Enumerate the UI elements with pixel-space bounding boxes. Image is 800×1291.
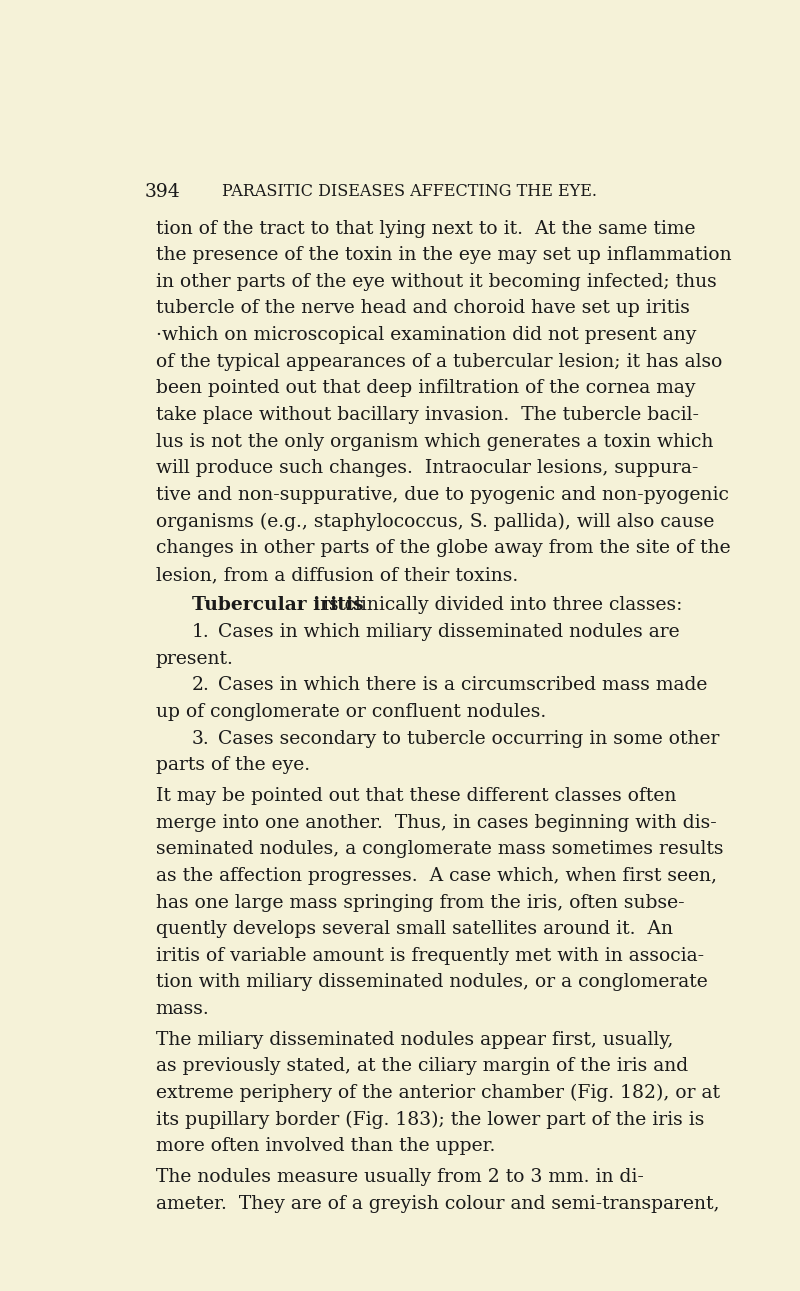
Text: 394: 394 bbox=[145, 183, 180, 201]
Text: quently develops several small satellites around it.  An: quently develops several small satellite… bbox=[156, 920, 673, 939]
Text: seminated nodules, a conglomerate mass sometimes results: seminated nodules, a conglomerate mass s… bbox=[156, 840, 723, 859]
Text: in other parts of the eye without it becoming infected; thus: in other parts of the eye without it bec… bbox=[156, 272, 717, 290]
Text: lesion, from a diffusion of their toxins.: lesion, from a diffusion of their toxins… bbox=[156, 565, 518, 584]
Text: will produce such changes.  Intraocular lesions, suppura-: will produce such changes. Intraocular l… bbox=[156, 460, 698, 478]
Text: tubercle of the nerve head and choroid have set up iritis: tubercle of the nerve head and choroid h… bbox=[156, 300, 690, 318]
Text: tive and non-suppurative, due to pyogenic and non-pyogenic: tive and non-suppurative, due to pyogeni… bbox=[156, 485, 729, 503]
Text: is clinically divided into three classes:: is clinically divided into three classes… bbox=[317, 596, 682, 615]
Text: 1.: 1. bbox=[192, 624, 210, 642]
Text: Cases in which miliary disseminated nodules are: Cases in which miliary disseminated nodu… bbox=[218, 624, 679, 642]
Text: organisms (e.g., staphylococcus, S. pallida), will also cause: organisms (e.g., staphylococcus, S. pall… bbox=[156, 513, 714, 531]
Text: PARASITIC DISEASES AFFECTING THE EYE.: PARASITIC DISEASES AFFECTING THE EYE. bbox=[222, 183, 598, 200]
Text: take place without bacillary invasion.  The tubercle bacil-: take place without bacillary invasion. T… bbox=[156, 407, 699, 423]
Text: Cases secondary to tubercle occurring in some other: Cases secondary to tubercle occurring in… bbox=[218, 729, 719, 747]
Text: The nodules measure usually from 2 to 3 mm. in di-: The nodules measure usually from 2 to 3 … bbox=[156, 1168, 644, 1186]
Text: its pupillary border (Fig. 183); the lower part of the iris is: its pupillary border (Fig. 183); the low… bbox=[156, 1110, 704, 1128]
Text: parts of the eye.: parts of the eye. bbox=[156, 757, 310, 775]
Text: been pointed out that deep infiltration of the cornea may: been pointed out that deep infiltration … bbox=[156, 380, 695, 398]
Text: 2.: 2. bbox=[192, 676, 210, 695]
Text: has one large mass springing from the iris, often subse-: has one large mass springing from the ir… bbox=[156, 893, 685, 911]
Text: the presence of the toxin in the eye may set up inflammation: the presence of the toxin in the eye may… bbox=[156, 247, 731, 265]
Text: Tubercular iritis: Tubercular iritis bbox=[192, 596, 363, 615]
Text: It may be pointed out that these different classes often: It may be pointed out that these differe… bbox=[156, 788, 676, 806]
Text: changes in other parts of the globe away from the site of the: changes in other parts of the globe away… bbox=[156, 540, 730, 558]
Text: as previously stated, at the ciliary margin of the iris and: as previously stated, at the ciliary mar… bbox=[156, 1057, 688, 1075]
Text: merge into one another.  Thus, in cases beginning with dis-: merge into one another. Thus, in cases b… bbox=[156, 813, 717, 831]
Text: iritis of variable amount is frequently met with in associa-: iritis of variable amount is frequently … bbox=[156, 946, 704, 964]
Text: The miliary disseminated nodules appear first, usually,: The miliary disseminated nodules appear … bbox=[156, 1030, 673, 1048]
Text: ameter.  They are of a greyish colour and semi-transparent,: ameter. They are of a greyish colour and… bbox=[156, 1194, 719, 1212]
Text: mass.: mass. bbox=[156, 1001, 210, 1019]
Text: 3.: 3. bbox=[192, 729, 210, 747]
Text: ·which on microscopical examination did not present any: ·which on microscopical examination did … bbox=[156, 327, 696, 345]
Text: more often involved than the upper.: more often involved than the upper. bbox=[156, 1137, 495, 1155]
Text: Cases in which there is a circumscribed mass made: Cases in which there is a circumscribed … bbox=[218, 676, 707, 695]
Text: extreme periphery of the anterior chamber (Fig. 182), or at: extreme periphery of the anterior chambe… bbox=[156, 1084, 720, 1103]
Text: tion with miliary disseminated nodules, or a conglomerate: tion with miliary disseminated nodules, … bbox=[156, 973, 707, 991]
Text: up of conglomerate or confluent nodules.: up of conglomerate or confluent nodules. bbox=[156, 704, 546, 722]
Text: of the typical appearances of a tubercular lesion; it has also: of the typical appearances of a tubercul… bbox=[156, 352, 722, 371]
Text: tion of the tract to that lying next to it.  At the same time: tion of the tract to that lying next to … bbox=[156, 219, 695, 238]
Text: lus is not the only organism which generates a toxin which: lus is not the only organism which gener… bbox=[156, 432, 713, 451]
Text: present.: present. bbox=[156, 649, 234, 667]
Text: as the affection progresses.  A case which, when first seen,: as the affection progresses. A case whic… bbox=[156, 866, 717, 884]
